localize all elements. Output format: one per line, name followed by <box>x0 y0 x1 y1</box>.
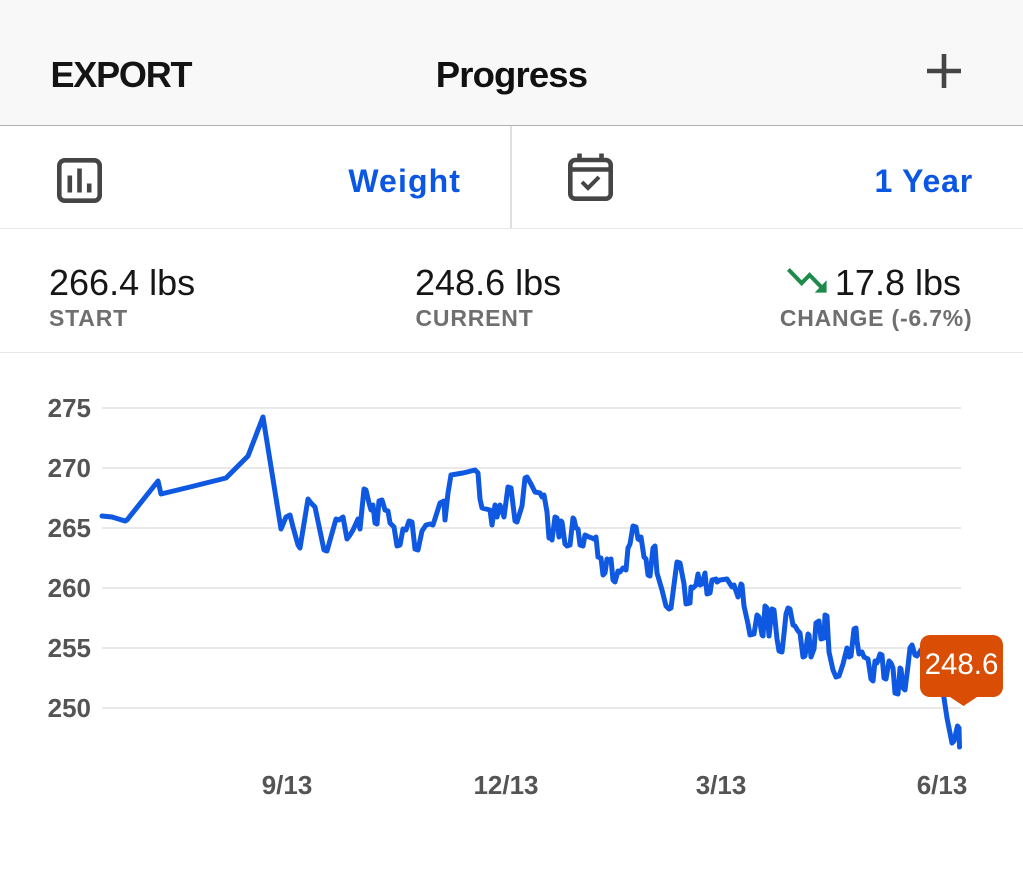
svg-text:3/13: 3/13 <box>696 770 747 800</box>
svg-text:6/13: 6/13 <box>917 770 968 800</box>
svg-text:12/13: 12/13 <box>473 770 538 800</box>
svg-text:260: 260 <box>48 573 91 603</box>
svg-text:265: 265 <box>48 513 91 543</box>
svg-text:275: 275 <box>48 393 91 423</box>
svg-text:250: 250 <box>48 693 91 723</box>
svg-text:255: 255 <box>48 633 91 663</box>
svg-text:9/13: 9/13 <box>262 770 313 800</box>
svg-text:270: 270 <box>48 453 91 483</box>
svg-text:248.6: 248.6 <box>925 648 999 681</box>
